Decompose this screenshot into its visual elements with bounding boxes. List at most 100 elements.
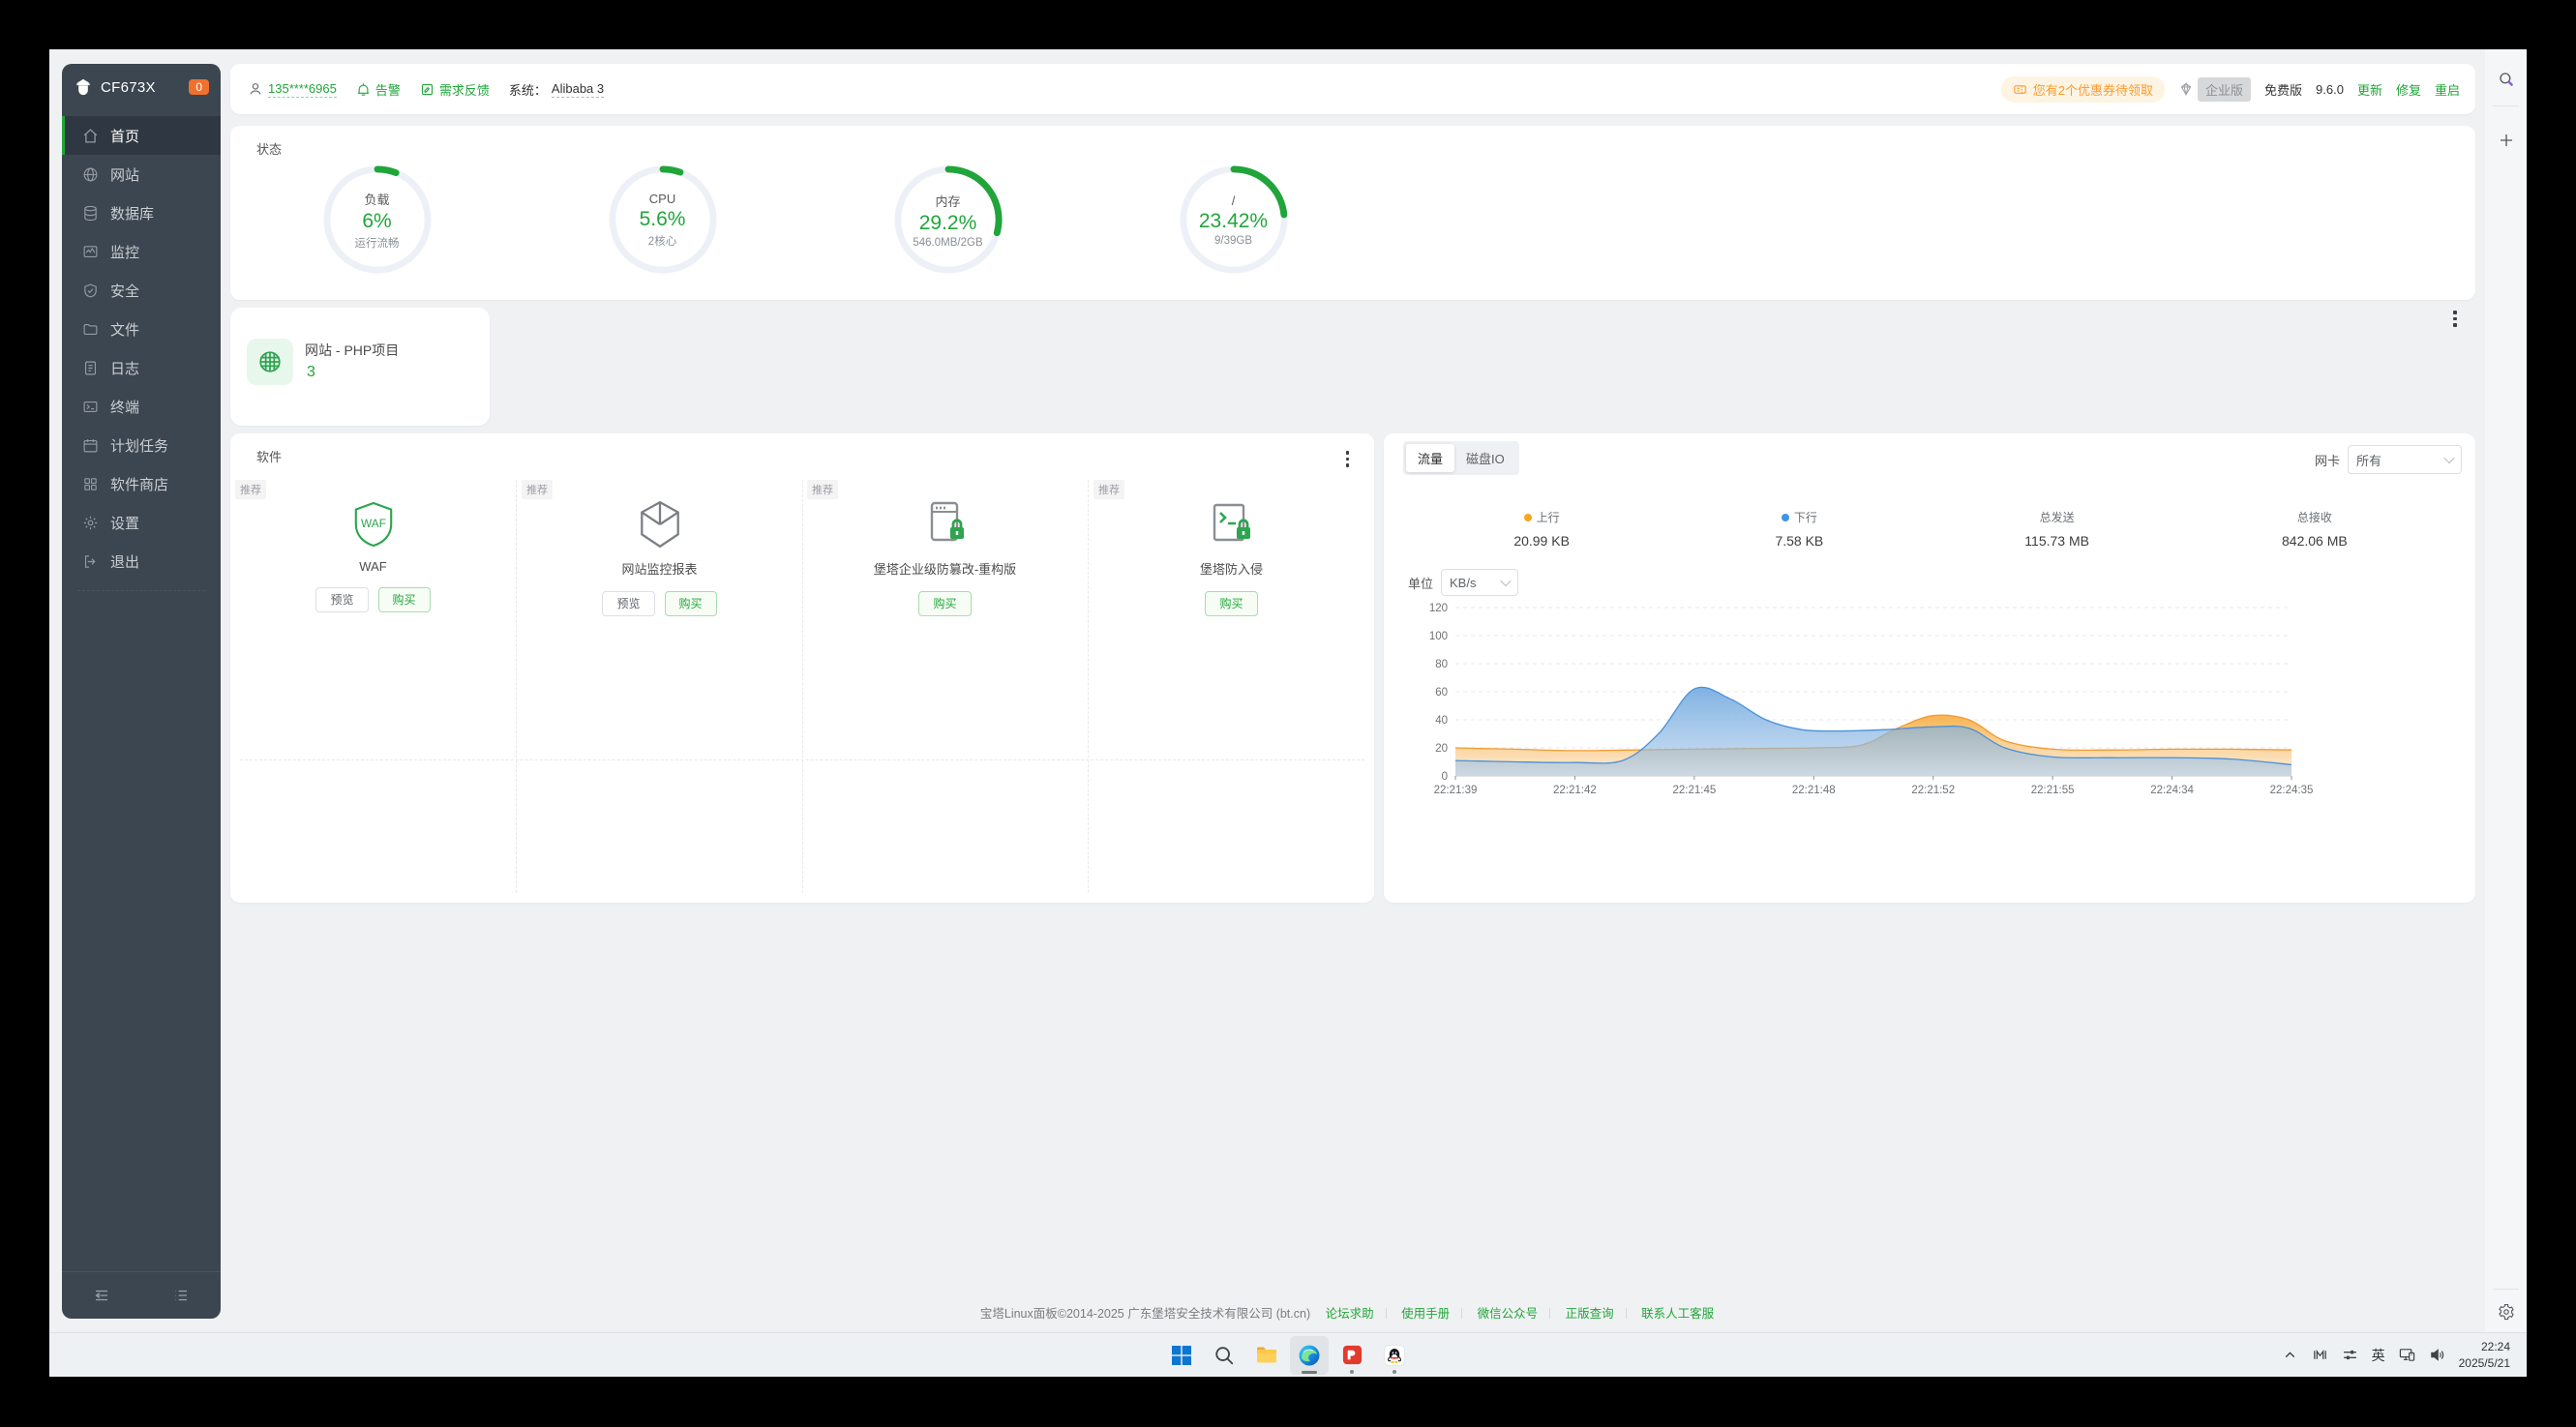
sidebar-item-website[interactable]: 网站: [62, 155, 221, 193]
coupon-text: 您有2个优惠券待领取: [2032, 82, 2153, 98]
sidebar-item-label: 首页: [110, 128, 140, 145]
gauge-disk-root[interactable]: /23.42% 9/39GB: [1177, 163, 1291, 277]
preview-button[interactable]: 预览: [315, 587, 369, 612]
customer-service-link[interactable]: 联系人工客服: [1641, 1307, 1715, 1321]
gauge-cpu[interactable]: CPU 5.6% 2核心: [606, 163, 720, 277]
user-phone[interactable]: 135****6965: [268, 80, 337, 98]
add-icon[interactable]: [2498, 132, 2515, 149]
database-icon: [84, 205, 97, 221]
tray-chevron-up-icon[interactable]: [2282, 1347, 2298, 1363]
nic-select[interactable]: 所有: [2348, 445, 2462, 474]
sidebar-item-terminal[interactable]: 终端: [62, 387, 221, 426]
dashboard-more-menu[interactable]: [2449, 307, 2461, 331]
buy-button[interactable]: 购买: [377, 587, 431, 612]
gauge-memory[interactable]: 内存 29.2% 546.0MB/2GB: [891, 163, 1005, 277]
restart-link[interactable]: 重启: [2434, 82, 2460, 98]
sidebar-item-files[interactable]: 文件: [62, 310, 221, 348]
tray-app-m-icon[interactable]: [2312, 1347, 2328, 1363]
preview-button[interactable]: 预览: [602, 591, 655, 616]
recommend-tag: 推荐: [522, 480, 553, 499]
cube-icon: [636, 493, 684, 555]
message-count-badge[interactable]: 0: [189, 79, 209, 95]
user-account[interactable]: 135****6965: [248, 81, 337, 98]
sidebar-item-logs[interactable]: 日志: [62, 348, 221, 387]
enterprise-badge[interactable]: 企业版: [2178, 76, 2252, 102]
sidebar-logo-row[interactable]: CF673X 0: [62, 64, 221, 110]
update-link[interactable]: 更新: [2356, 82, 2382, 98]
gauge-value: 5.6%: [639, 207, 686, 230]
sidebar-item-home[interactable]: 首页: [62, 116, 221, 155]
calendar-icon: [83, 438, 98, 452]
taskbar-search-button[interactable]: [1205, 1336, 1243, 1375]
stat-total-sent: 总发送 115.73 MB: [1929, 509, 2186, 549]
gauge-value: 6%: [362, 209, 392, 232]
svg-text:20: 20: [1435, 743, 1448, 755]
tab-traffic[interactable]: 流量: [1406, 444, 1455, 472]
clock-time: 22:24: [2480, 1339, 2510, 1353]
traffic-chart: 0 20 40 60 80 100 120 22:21:39 22:21:42 22:21:45 2…: [1419, 596, 2328, 809]
gear-icon: [83, 516, 98, 529]
sidebar-item-database[interactable]: 数据库: [62, 193, 221, 232]
sidebar-item-settings[interactable]: 设置: [62, 503, 221, 542]
website-summary-card[interactable]: 网站 - PHP项目 3: [230, 308, 490, 426]
buy-button[interactable]: 购买: [1205, 591, 1258, 616]
tab-diskio[interactable]: 磁盘IO: [1466, 452, 1505, 466]
sidebar-item-logout[interactable]: 退出: [62, 542, 221, 580]
topbar-right: 您有2个优惠券待领取 企业版 免费版 9.6.0 更新 修复 重启: [2000, 75, 2475, 103]
website-count[interactable]: 3: [307, 364, 315, 380]
stat-value: 7.58 KB: [1775, 533, 1824, 549]
gauge-label: CPU: [648, 191, 676, 206]
gauge-sub: 546.0MB/2GB: [913, 236, 983, 249]
edge-icon[interactable]: [1290, 1335, 1329, 1375]
upstream-dot: [1523, 513, 1532, 521]
home-icon: [83, 128, 98, 143]
website-card-title: 网站 - PHP项目: [305, 342, 400, 358]
repair-link[interactable]: 修复: [2395, 82, 2421, 98]
sidebar-item-security[interactable]: 安全: [62, 271, 221, 310]
tray-sliders-icon[interactable]: [2342, 1347, 2358, 1363]
collapse-sidebar-icon[interactable]: [93, 1287, 110, 1304]
unit-label: 单位: [1408, 576, 1434, 591]
system-value[interactable]: Alibaba 3: [551, 80, 605, 98]
chevron-down-icon: [1500, 575, 1512, 587]
software-name: 堡塔企业级防篡改-重构版: [873, 562, 1017, 577]
taskbar-clock[interactable]: 22:24 2025/5/21: [2459, 1339, 2510, 1372]
tray-volume-icon[interactable]: [2429, 1347, 2445, 1363]
red-office-app-icon[interactable]: [1333, 1336, 1371, 1375]
qq-icon[interactable]: [1375, 1336, 1414, 1375]
manual-link[interactable]: 使用手册: [1401, 1307, 1451, 1321]
gauge-load[interactable]: 负载 6% 运行流畅: [320, 163, 434, 277]
sidebar-item-cron[interactable]: 计划任务: [62, 426, 221, 464]
unit-select[interactable]: KB/s: [1441, 569, 1519, 596]
nic-label: 网卡: [2314, 453, 2340, 468]
coupon-banner[interactable]: 您有2个优惠券待领取: [2000, 75, 2165, 103]
feedback-link[interactable]: 需求反馈: [420, 80, 490, 99]
strip-search-icon[interactable]: [2498, 71, 2515, 88]
logout-icon: [84, 554, 96, 568]
bt-logo-icon: [75, 78, 91, 96]
tray-network-display-icon[interactable]: [2399, 1347, 2415, 1363]
genuine-check-link[interactable]: 正版查询: [1565, 1307, 1614, 1321]
ime-indicator[interactable]: 英: [2371, 1347, 2385, 1363]
menu-list-icon[interactable]: [172, 1287, 190, 1304]
status-card: 状态 负载 6% 运行流畅 CPU 5.6% 2核心 内存 29.2% 546.0MB/2G…: [230, 126, 2475, 300]
stat-label: 下行: [1793, 511, 1817, 524]
file-explorer-icon[interactable]: [1247, 1336, 1286, 1375]
sidebar-item-label: 软件商店: [110, 476, 169, 493]
strip-settings-gear-icon[interactable]: [2498, 1303, 2515, 1321]
forum-help-link[interactable]: 论坛求助: [1325, 1307, 1374, 1321]
sidebar-item-appstore[interactable]: 软件商店: [62, 464, 221, 503]
software-more-menu[interactable]: [1342, 447, 1354, 471]
buy-button[interactable]: 购买: [918, 591, 972, 616]
start-button[interactable]: [1162, 1336, 1201, 1375]
nic-value: 所有: [2356, 453, 2382, 468]
clock-date: 2025/5/21: [2458, 1355, 2510, 1370]
waf-shield-icon: WAF: [351, 493, 396, 555]
server-name: CF673X: [101, 78, 156, 96]
buy-button[interactable]: 购买: [664, 591, 717, 616]
sidebar-item-monitor[interactable]: 监控: [62, 232, 221, 271]
wechat-link[interactable]: 微信公众号: [1477, 1307, 1539, 1321]
version-number[interactable]: 9.6.0: [2316, 81, 2344, 97]
status-title: 状态: [256, 142, 283, 157]
alarm-link[interactable]: 告警: [356, 80, 401, 99]
